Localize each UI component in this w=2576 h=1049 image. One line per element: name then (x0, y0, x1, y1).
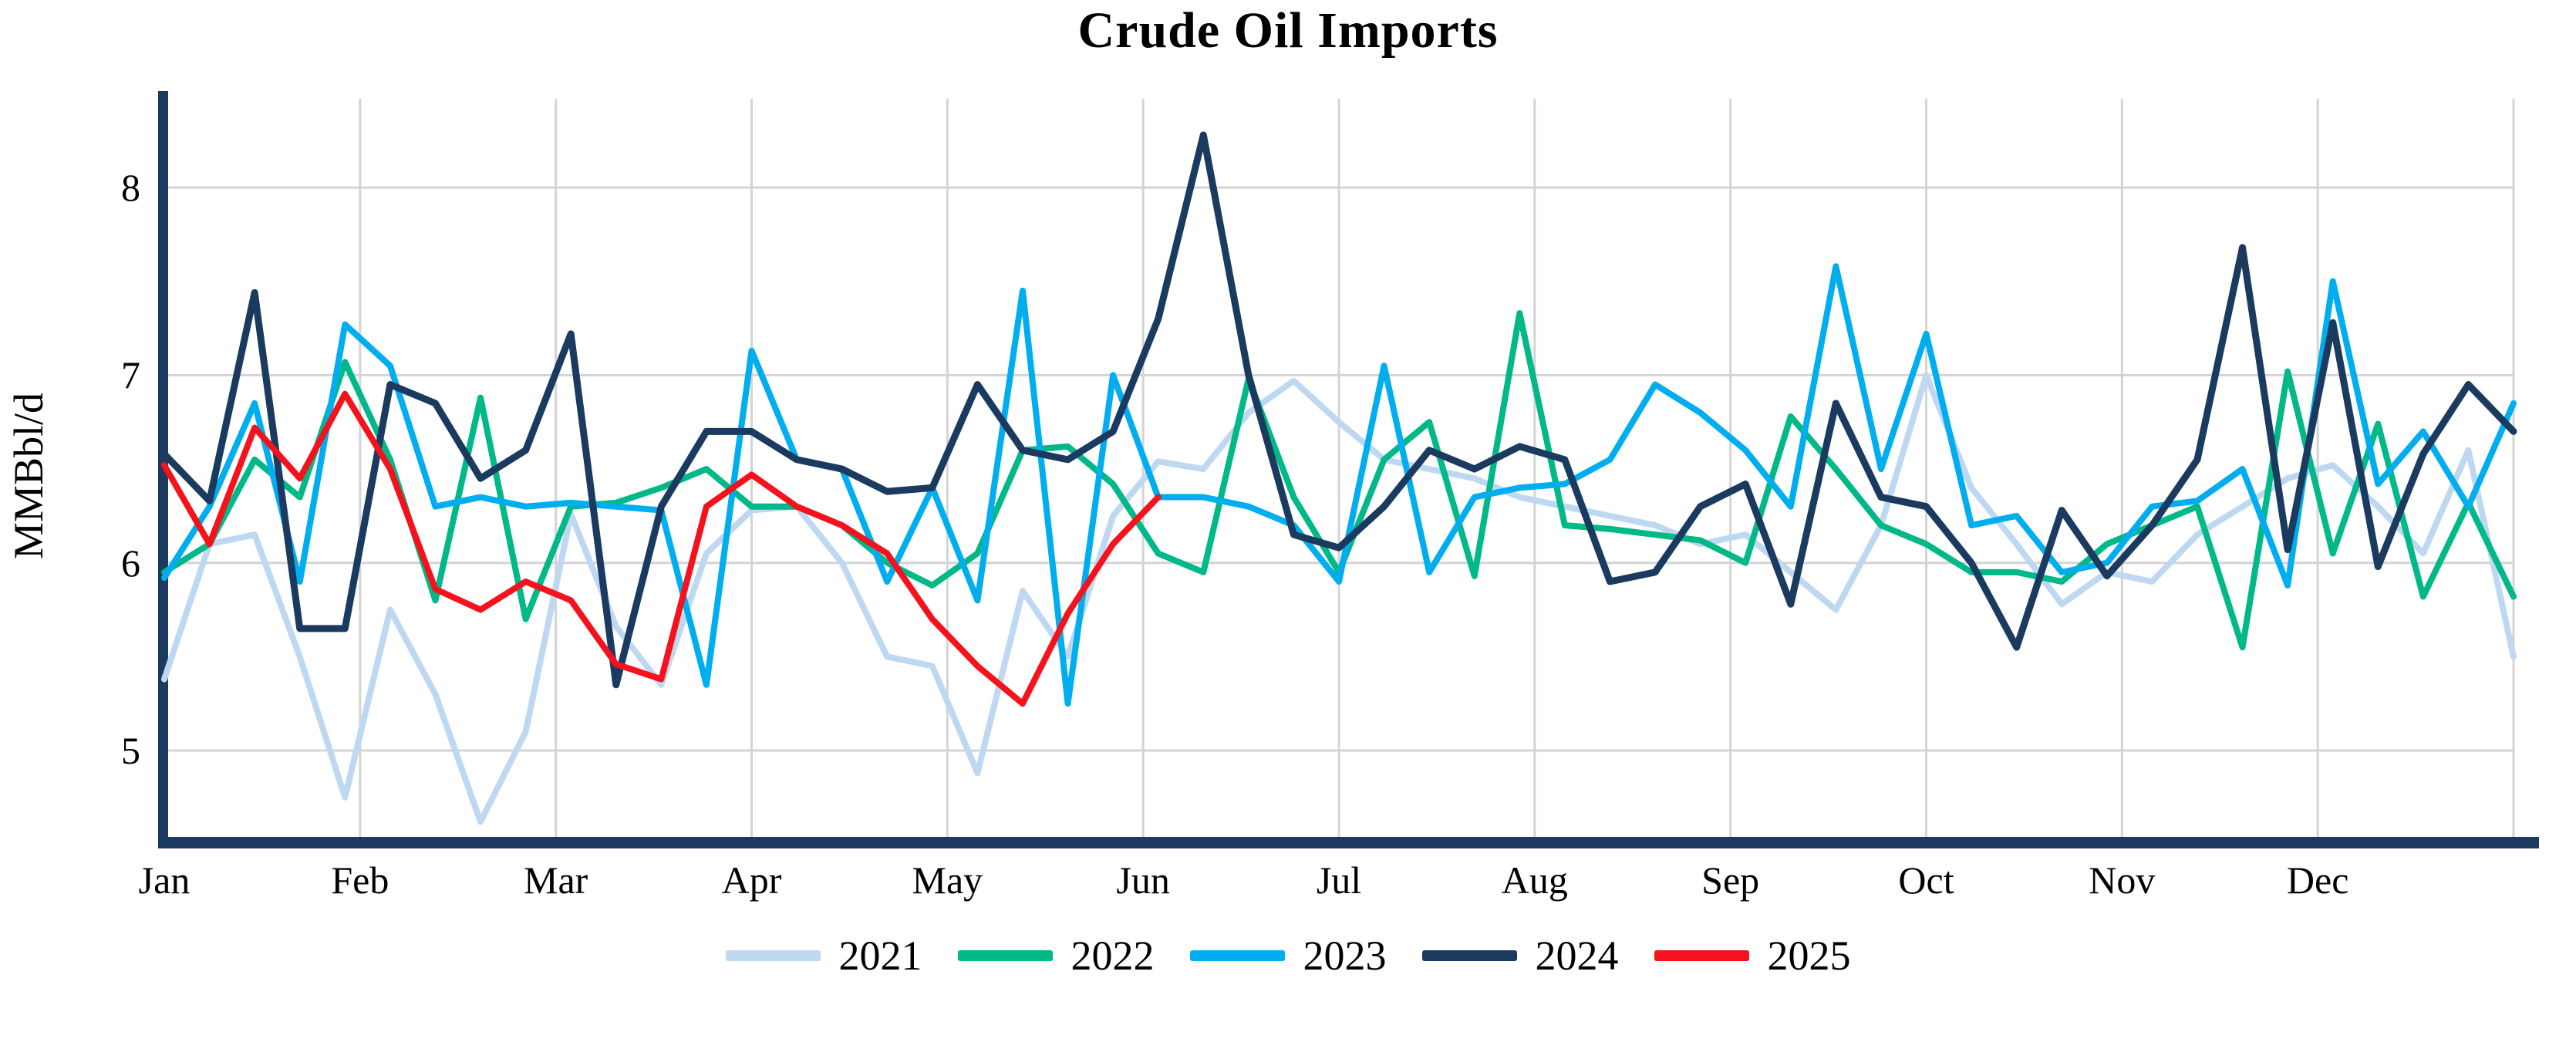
legend-item-2022: 2022 (957, 933, 1155, 979)
x-month-label: Apr (721, 858, 782, 902)
legend-item-2024: 2024 (1421, 933, 1619, 979)
x-month-label: Jul (1316, 858, 1362, 902)
y-tick-label: 7 (121, 353, 140, 397)
x-month-label: Nov (2089, 858, 2156, 902)
line-2021 (161, 372, 2517, 825)
x-axis-line (158, 837, 2539, 848)
legend-label: 2023 (1303, 933, 1387, 979)
line-2024 (160, 131, 2517, 689)
x-month-label: Feb (331, 858, 389, 902)
y-tick-label: 8 (121, 166, 140, 210)
x-month-label: Dec (2286, 858, 2349, 902)
chart-title: Crude Oil Imports (1077, 2, 1499, 59)
y-tick-label: 6 (121, 541, 140, 585)
legend-swatch (1654, 950, 1749, 961)
legend-item-2025: 2025 (1654, 935, 1851, 976)
legend-item-2023: 2023 (1189, 933, 1387, 979)
x-month-label: Aug (1501, 858, 1568, 902)
line-2025 (161, 390, 1162, 707)
legend-label: 2022 (1071, 933, 1155, 979)
legend-item-2021: 2021 (725, 933, 922, 979)
legend: 2021 2022 2023 2024 2025 (0, 935, 2576, 976)
legend-swatch (1421, 950, 1517, 961)
legend-swatch (957, 950, 1053, 961)
legend-label: 2025 (1767, 933, 1851, 979)
x-month-label: Sep (1701, 858, 1760, 902)
x-month-label: Jun (1116, 858, 1170, 902)
x-month-label: May (912, 858, 983, 902)
x-month-label: Mar (524, 858, 588, 902)
x-month-label: Jan (138, 858, 191, 902)
legend-swatch (725, 950, 821, 961)
legend-label: 2024 (1535, 933, 1619, 979)
y-tick-label: 5 (121, 729, 140, 772)
line-2023 (161, 263, 2517, 707)
legend-swatch (1189, 950, 1285, 961)
x-month-label: Oct (1898, 858, 1954, 902)
legend-label: 2021 (838, 933, 922, 979)
